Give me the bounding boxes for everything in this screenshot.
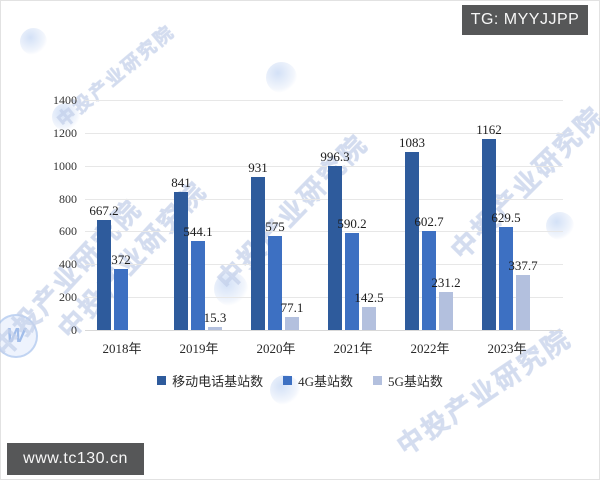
watermark-circle [546, 212, 574, 240]
tg-badge: TG: MYYJJPP [462, 5, 588, 35]
bar-value-label: 667.2 [89, 203, 119, 219]
bar-2019年-series0 [174, 191, 188, 330]
bar-value-label: 142.5 [354, 289, 384, 305]
bar-value-label: 15.3 [203, 310, 227, 326]
y-tick-label: 200 [59, 290, 77, 305]
watermark-text: 中投产业研究院 [53, 20, 179, 131]
y-tick-label: 0 [71, 323, 77, 337]
bar-value-label: 372 [111, 251, 131, 267]
bar-value-label: 629.5 [491, 209, 521, 225]
bar-value-label: 602.7 [414, 213, 444, 229]
bar-value-label: 337.7 [508, 257, 538, 273]
x-axis-label: 2020年 [256, 341, 296, 356]
legend-marker-icon [157, 376, 167, 385]
legend-label: 移动电话基站数 [172, 374, 264, 389]
y-tick-label: 600 [59, 224, 77, 239]
y-tick-label: 1200 [53, 125, 77, 140]
bar-value-label: 590.2 [337, 216, 367, 232]
watermark-circle [266, 62, 297, 93]
watermark-circle [20, 28, 47, 55]
x-axis-label: 2019年 [179, 341, 219, 356]
tg-badge-text: TG: MYYJJPP [470, 11, 580, 28]
bar-2019年-series2 [208, 327, 222, 330]
gridline [85, 100, 563, 101]
url-badge: www.tc130.cn [7, 443, 144, 475]
bar-2019年-series1 [191, 240, 205, 330]
legend-item-series1: 4G基站数 [283, 371, 353, 390]
y-tick-label: 400 [59, 257, 77, 272]
bar-2022年-series0 [405, 152, 419, 330]
x-axis-label: 2018年 [102, 341, 142, 356]
url-badge-text: www.tc130.cn [23, 450, 128, 467]
gridline [85, 132, 563, 134]
watermark-circle [214, 272, 248, 306]
gridline [85, 231, 563, 233]
bar-value-label: 1162 [476, 122, 502, 138]
bar-value-label: 231.2 [431, 275, 461, 291]
bar-2021年-series2 [362, 306, 376, 330]
gridline [85, 297, 563, 299]
bar-2023年-series1 [499, 226, 513, 330]
bar-value-label: 841 [171, 174, 191, 190]
bar-2018年-series1 [114, 268, 128, 330]
bar-2020年-series1 [268, 235, 282, 330]
bar-2022年-series1 [422, 230, 436, 330]
bar-value-label: 77.1 [280, 300, 304, 316]
bar-value-label: 1083 [399, 135, 425, 151]
y-tick-label: 1400 [53, 93, 77, 107]
legend-item-series2: 5G基站数 [373, 371, 443, 390]
bar-2021年-series1 [345, 233, 359, 330]
x-axis-label: 2021年 [333, 341, 373, 356]
y-tick-label: 800 [59, 191, 77, 206]
watermark-logo: W [0, 314, 38, 358]
bar-2020年-series2 [285, 317, 299, 330]
bar-value-label: 996.3 [320, 149, 350, 165]
watermark-logo-letter: W [6, 324, 26, 347]
bar-2023年-series0 [482, 139, 496, 330]
bar-2022年-series2 [439, 292, 453, 330]
gridline [85, 198, 563, 200]
legend-label: 4G基站数 [298, 374, 353, 389]
bar-2023年-series2 [516, 274, 530, 330]
legend-item-series0: 移动电话基站数 [157, 371, 263, 390]
legend-marker-icon [283, 376, 293, 385]
bar-value-label: 575 [265, 218, 285, 234]
bar-2021年-series0 [328, 166, 342, 330]
gridline [85, 165, 563, 167]
bar-2018年-series0 [97, 220, 111, 330]
bar-value-label: 931 [248, 160, 268, 176]
legend-label: 5G基站数 [388, 374, 443, 389]
gridline [85, 264, 563, 266]
legend: 移动电话基站数 4G基站数 5G基站数 [0, 371, 600, 390]
legend-marker-icon [373, 376, 382, 385]
bar-value-label: 544.1 [183, 223, 213, 239]
x-axis-label: 2022年 [410, 341, 450, 356]
gridline [85, 330, 563, 331]
x-axis-label: 2023年 [487, 341, 527, 356]
y-tick-label: 1000 [53, 158, 77, 173]
bar-2020年-series0 [251, 177, 265, 330]
